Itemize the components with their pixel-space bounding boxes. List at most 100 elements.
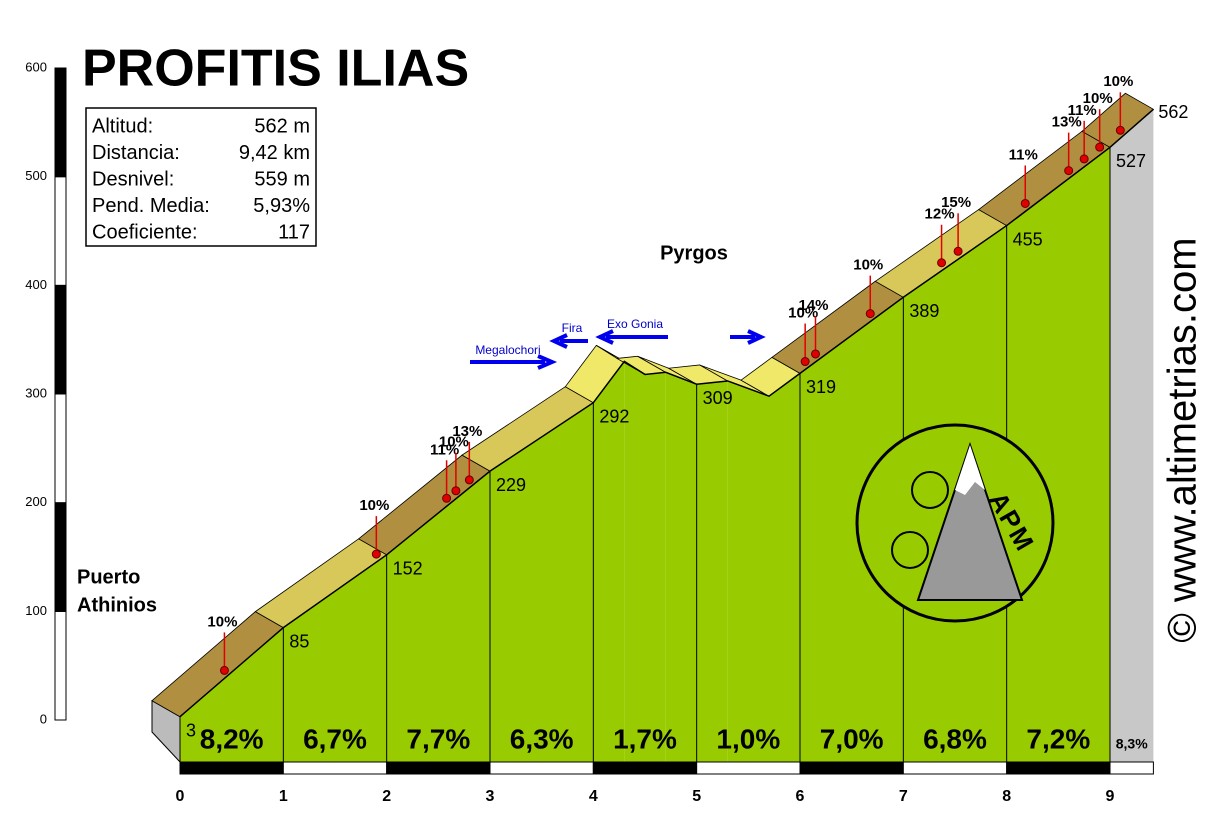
segment-gradient: 6,7% [303,723,367,754]
x-tick-label: 7 [899,788,908,805]
profile-face [1006,147,1110,762]
km-bar [592,761,698,775]
direction-megalochori: Megalochori [470,343,558,370]
y-tick-label: 400 [25,277,47,292]
km-bar [489,761,594,775]
ramp-dot [219,665,229,675]
segment-gradient: 7,2% [1026,723,1090,754]
info-value: 559 m [254,168,310,190]
ramp-dot [800,357,810,367]
y-tick-label: 0 [40,711,47,726]
ramp-label: 11% [1068,102,1097,119]
info-value: 117 [278,221,310,243]
ramp-dot [1115,125,1125,135]
x-tick-label: 2 [382,788,391,805]
ramp-dot [937,258,947,268]
x-tick-label: 1 [279,788,288,805]
label-layer: Altitud: 562 m Distancia: 9,42 km Desnivel: 5… [25,59,1188,805]
km-bar [386,761,491,775]
altitude-label: 389 [909,301,939,321]
profile-face [727,380,769,762]
direction-label: Megalochori [475,343,540,357]
ramp-label: 10% [853,257,883,274]
info-value: 5,93% [253,195,310,217]
x-tick-label: 8 [1002,788,1011,805]
km-bar [902,761,1008,775]
profile-face [645,372,666,762]
profile-face [800,297,904,762]
logo: APM [855,423,1055,623]
direction-label: Fira [562,321,583,335]
x-tick-label: 3 [486,788,495,805]
x-tick-label: 5 [692,788,701,805]
info-label: Pend. Media: [92,195,210,217]
y-axis-band [54,502,67,612]
ramp-dot [1079,154,1089,164]
segment-gradient: 1,7% [613,723,677,754]
ramp-dot [464,475,474,485]
y-tick-label: 100 [25,603,47,618]
profile-face [283,554,387,762]
chart-title: PROFITIS ILIAS [82,40,469,98]
info-label: Distancia: [92,142,180,164]
info-label: Altitud: [92,115,153,137]
km-bar [1109,761,1154,775]
ramp-label: 10% [1103,73,1133,90]
km-bar [179,761,284,775]
info-value: 9,42 km [239,142,310,164]
profile-face [665,372,697,762]
profile-face [769,373,800,762]
profile-face [490,402,594,762]
y-axis-band [54,67,67,178]
ramp-label: 15% [941,194,971,211]
ramp-label: 10% [1083,90,1113,107]
profile-face [696,380,728,762]
altitude-label: 3 [186,720,196,740]
y-tick-label: 300 [25,385,47,400]
ramp-label: 10% [788,305,818,322]
logo-wheel [911,471,949,509]
logo-mountain [916,441,1024,601]
ramp-dot [451,486,461,496]
direction-exo-gonia: Exo Gonia [595,317,668,345]
segment-gradient: 7,7% [406,723,470,754]
altitude-label: 319 [806,377,836,397]
ramp-label: 10% [359,497,389,514]
arrow [549,333,588,349]
altitude-label: 229 [496,475,526,495]
y-tick-label: 200 [25,494,47,509]
altitude-label: 152 [393,559,423,579]
ramp-dot [1020,198,1030,208]
credit: © www.altimetrias.com [1161,237,1205,642]
arrow [730,329,766,345]
altitude-label: 85 [289,631,309,651]
y-axis-band [54,393,67,504]
segment-gradient: 7,0% [820,723,884,754]
x-tick-label: 4 [589,788,598,805]
km-bar [282,761,388,775]
ramp-dot [1095,142,1105,152]
y-tick-label: 500 [25,168,47,183]
profile-face [386,471,490,762]
altitude-label: 562 [1158,102,1188,122]
info-value: 562 m [254,115,310,137]
km-bar [1006,761,1111,775]
segment-gradient: 8,2% [200,723,264,754]
profile-face [593,361,625,762]
profile-face [624,361,645,762]
info-label: Desnivel: [92,168,174,190]
km-bar [799,761,904,775]
place-label: Puerto [77,566,140,588]
ramp-label: 11% [430,441,459,458]
ramp-label: 12% [925,206,955,223]
profile-face [180,627,284,762]
logo-snow [955,445,985,495]
ramp-dot [371,549,381,559]
ramp-dot [953,246,963,256]
info-label: Coeficiente: [92,221,198,243]
altitude-label: 455 [1013,229,1043,249]
altitude-label: 527 [1116,151,1146,171]
altitude-label: 292 [599,406,629,426]
ramp-label: 13% [1052,114,1082,131]
